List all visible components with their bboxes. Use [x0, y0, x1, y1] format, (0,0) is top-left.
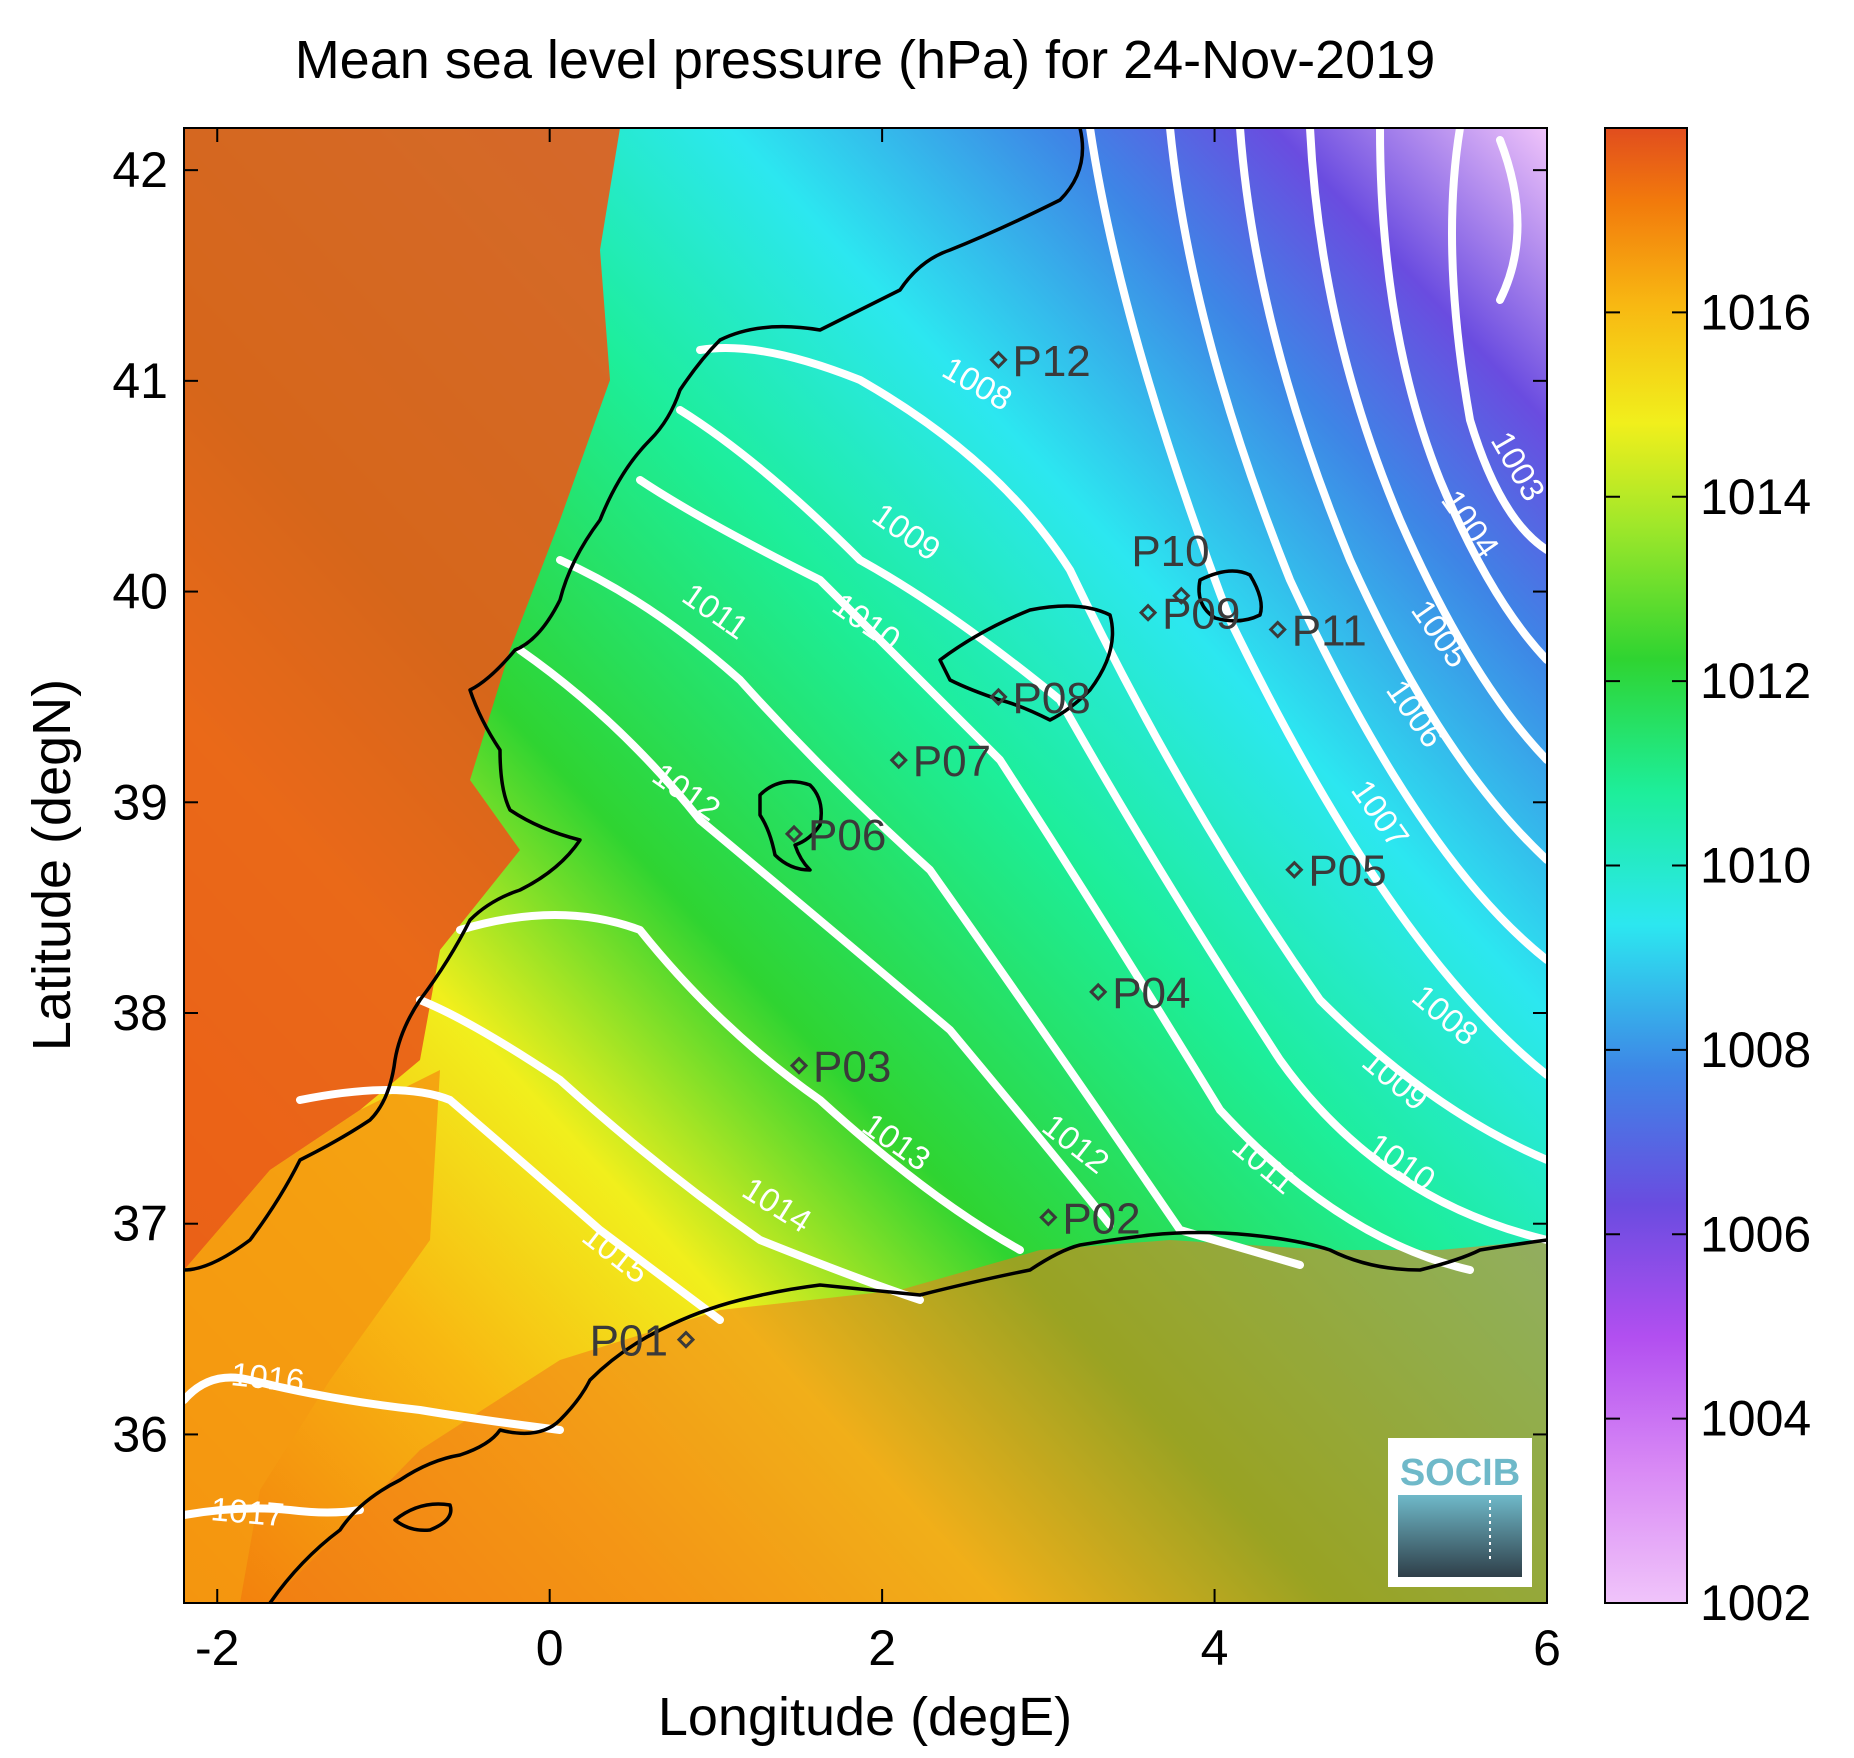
x-tick-label: -2 — [195, 1620, 239, 1676]
station-marker — [676, 1330, 696, 1349]
african-coastline — [268, 1230, 1547, 1603]
y-tick-label: 41 — [112, 353, 168, 409]
menorca-island — [1197, 569, 1263, 623]
contour-label: 1016 — [229, 1355, 306, 1399]
station-label: P11 — [1292, 607, 1367, 656]
station-marker — [989, 687, 1008, 707]
isobar-1002 — [1496, 136, 1522, 304]
station-label: P02 — [1062, 1194, 1140, 1243]
station-marker — [1268, 620, 1287, 639]
station-marker — [1172, 586, 1191, 605]
colorbar-tick-label: 1006 — [1700, 1206, 1811, 1262]
colorbar-tick-label: 1008 — [1700, 1022, 1811, 1078]
isobar-1009 — [676, 406, 1547, 1244]
isobar-1004 — [1376, 128, 1547, 664]
x-tick-label: 4 — [1201, 1620, 1229, 1676]
isobar-1014 — [416, 996, 924, 1304]
x-tick-label: 6 — [1533, 1620, 1561, 1676]
station-marker — [789, 1056, 809, 1075]
isobar-1012 — [516, 646, 1114, 1229]
station-marker — [1039, 1208, 1058, 1227]
x-axis-label: Longitude (degE) — [658, 1687, 1072, 1747]
iberian-coastline — [184, 128, 1085, 1272]
alboran-island — [393, 1502, 453, 1533]
plot-frame — [183, 127, 1548, 1604]
isobar-1015 — [296, 1086, 724, 1324]
isobar-1016 — [184, 1373, 564, 1434]
isobar-1013 — [456, 911, 1024, 1254]
ibiza-island — [758, 779, 823, 872]
y-axis: 36 37 38 39 40 41 42 Latitude (degN) — [22, 142, 1547, 1462]
iberia-land-field — [184, 128, 620, 1270]
isobar-1011 — [556, 556, 1304, 1269]
y-tick-label: 36 — [112, 1406, 168, 1462]
station-marker — [889, 751, 908, 770]
station-label: P03 — [813, 1043, 891, 1092]
isobar-1003 — [1448, 128, 1547, 554]
colorbar-tick-label: 1012 — [1700, 653, 1811, 709]
station-label: P08 — [1012, 674, 1090, 723]
colorbar-tick-label: 1014 — [1700, 469, 1811, 525]
logo-text: SOCIB — [1400, 1452, 1520, 1494]
y-tick-label: 38 — [112, 985, 168, 1041]
station-label: P07 — [913, 737, 991, 786]
station-label: P04 — [1112, 969, 1190, 1018]
map-plot-area: 1003 1004 1005 1006 1007 1008 1009 1010 … — [184, 128, 1547, 1603]
station-label: P12 — [1012, 337, 1090, 386]
station-marker — [1138, 603, 1158, 622]
contour-label: 1017 — [209, 1490, 285, 1533]
x-axis: -2 0 2 4 6 Longitude (degE) — [195, 128, 1561, 1747]
y-tick-label: 37 — [112, 1196, 168, 1252]
isobar-1006 — [1236, 128, 1547, 864]
x-tick-label: 0 — [536, 1620, 564, 1676]
mallorca-island — [938, 604, 1115, 722]
isobar-1007 — [1166, 128, 1547, 964]
y-tick-label: 39 — [112, 774, 168, 830]
station-marker — [784, 824, 804, 844]
colorbar: 1002 1004 1006 1008 1010 1012 1014 1016 — [1604, 127, 1811, 1631]
y-axis-label: Latitude (degN) — [22, 679, 82, 1051]
station-label: P01 — [590, 1317, 668, 1366]
balearic-islands — [393, 569, 1263, 1533]
y-tick-label: 42 — [112, 142, 168, 198]
colorbar-tick-label: 1010 — [1700, 838, 1811, 894]
colorbar-tick-label: 1002 — [1700, 1575, 1811, 1631]
station-marker — [989, 350, 1008, 369]
station-marker — [1285, 860, 1304, 879]
socib-logo: SOCIB — [1388, 1438, 1532, 1587]
isobar-1017 — [184, 1504, 364, 1519]
chart-title: Mean sea level pressure (hPa) for 24-Nov… — [295, 30, 1436, 90]
y-tick-label: 40 — [112, 564, 168, 620]
isobar-1005 — [1306, 128, 1547, 764]
iberia-south-field — [184, 1070, 440, 1603]
station-label: P06 — [808, 811, 886, 860]
x-tick-label: 2 — [868, 1620, 896, 1676]
station-label: P10 — [1131, 527, 1209, 576]
station-marker — [1089, 982, 1108, 1002]
colorbar-tick-label: 1004 — [1700, 1391, 1811, 1447]
africa-land-field — [270, 1240, 1547, 1603]
station-label: P05 — [1308, 847, 1386, 896]
isobar-1010 — [636, 476, 1474, 1274]
coastlines — [184, 128, 1547, 1603]
colorbar-tick-label: 1016 — [1700, 284, 1811, 340]
